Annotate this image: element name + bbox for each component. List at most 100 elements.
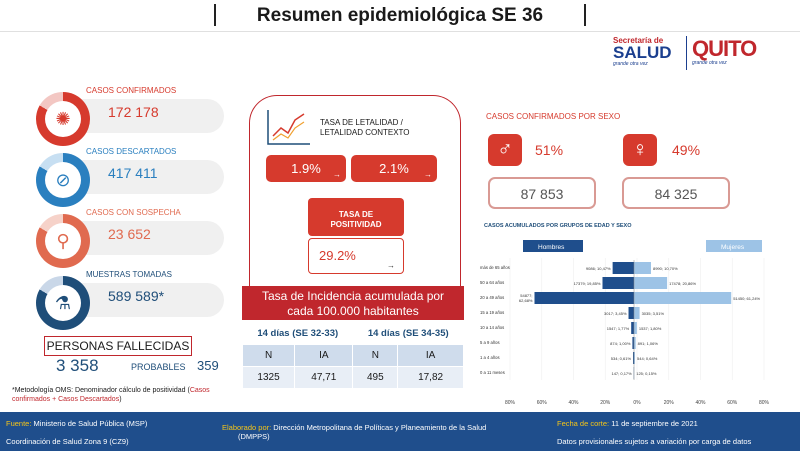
letalidad-value: 1.9%	[291, 161, 321, 176]
kpi-pill	[64, 160, 224, 194]
kpi-sospecha: ⚲ CASOS CON SOSPECHA 23 652	[36, 208, 246, 270]
kpi-value: 23 652	[108, 226, 151, 242]
bar-hombres	[633, 352, 634, 364]
kpi-value: 417 411	[108, 165, 158, 181]
logo-separator	[686, 36, 687, 70]
incidencia-subheader: IA	[397, 344, 464, 367]
letalidad-tile: 1.9% →	[266, 155, 346, 182]
trend-arrow-icon: →	[333, 170, 341, 179]
category-label: 1 a 4 años	[480, 355, 500, 360]
coordinacion-text: Coordinación de Salud Zona 9 (CZ9)	[6, 437, 129, 446]
data-label-mujeres: 1537; 1,80%	[639, 326, 662, 331]
elaborado-label: Elaborado por:	[222, 423, 272, 432]
legend-hombres: Hombres	[538, 244, 565, 251]
data-label-hombres: 3017; 3,45%	[604, 311, 627, 316]
x-tick-label: 60%	[537, 400, 548, 406]
incidencia-value: 495	[352, 366, 399, 389]
letalidad-contexto-tile: 2.1% →	[351, 155, 437, 182]
kpi-label: CASOS CON SOSPECHA	[86, 208, 181, 217]
incidencia-header-cell: 14 días (SE 32-33)	[241, 322, 354, 345]
data-label-hombres: 874; 1,00%	[610, 341, 631, 346]
bar-hombres	[631, 322, 634, 334]
kpi-ring: ✺	[36, 92, 90, 146]
category-label: 15 a 19 años	[480, 310, 504, 315]
kpi-pill	[64, 283, 224, 317]
incidencia-value: 47,71	[294, 366, 354, 389]
incidencia-value: 17,82	[397, 366, 464, 389]
male-count-box: 87 853	[488, 177, 596, 209]
fallecidos-label: PERSONAS FALLECIDAS	[46, 339, 190, 353]
data-label-mujeres: 3035; 3,51%	[642, 311, 665, 316]
positividad-tile: TASA DE POSITIVIDAD	[308, 198, 404, 236]
kpi-pill	[64, 99, 224, 133]
fallecidos-box: PERSONAS FALLECIDAS	[44, 336, 192, 356]
bar-mujeres	[634, 337, 636, 349]
line-chart-icon	[267, 110, 310, 145]
methodology-note: *Metodología OMS: Denominador cálculo de…	[12, 387, 210, 403]
data-label-mujeres: 51450; 61,24%	[733, 296, 760, 301]
probables-label: PROBABLES	[131, 362, 186, 372]
category-label: 50 a 64 años	[480, 280, 504, 285]
bar-hombres	[602, 277, 634, 289]
kpi-ring: ⚲	[36, 214, 90, 268]
bar-hombres	[628, 307, 634, 319]
kpi-ring: ⊘	[36, 153, 90, 207]
incidencia-header: Tasa de Incidencia acumulada por cada 10…	[242, 286, 464, 320]
category-label: más de 65 años	[480, 265, 510, 270]
incidencia-subheader: IA	[294, 344, 354, 367]
fuente-label: Fuente:	[6, 419, 32, 428]
page-title: Resumen epidemiológica SE 36	[256, 5, 544, 26]
corte-value: 11 de septiembre de 2021	[611, 419, 698, 428]
bar-mujeres	[634, 292, 732, 304]
male-count: 87 853	[520, 186, 564, 202]
kpi-descartados: ⊘ CASOS DESCARTADOS 417 411	[36, 147, 246, 209]
kpi-label: CASOS CONFIRMADOS	[86, 86, 177, 95]
category-label: 20 a 49 años	[480, 295, 504, 300]
data-label-hombres: 534; 0,61%	[611, 356, 632, 361]
male-pct: 51%	[535, 142, 564, 158]
fallecidos-value: 3 358	[56, 356, 99, 375]
elaborado-value: Dirección Metropolitana de Políticas y P…	[273, 423, 487, 432]
footer: Fuente: Ministerio de Salud Pública (MSP…	[0, 412, 800, 451]
category-label: 5 a 9 años	[480, 340, 500, 345]
kpi-pill	[64, 221, 224, 255]
bar-hombres	[612, 262, 634, 274]
bar-mujeres	[634, 277, 668, 289]
x-tick-label: 80%	[505, 400, 516, 406]
x-tick-label: 20%	[600, 400, 611, 406]
female-count: 84 325	[654, 186, 698, 202]
data-label-mujeres: 17478; 20,86%	[669, 281, 696, 286]
fuente-value: Ministerio de Salud Pública (MSP)	[33, 419, 148, 428]
kpi-confirmados: ✺ CASOS CONFIRMADOS 172 178	[36, 86, 246, 148]
bar-mujeres	[634, 262, 651, 274]
male-icon: ♂	[488, 134, 522, 166]
corte-label: Fecha de corte:	[557, 419, 610, 428]
data-label-mujeres: 8990; 10,70%	[653, 266, 678, 271]
data-label-hombres: 17379; 19,85%	[574, 281, 601, 286]
data-label-hombres: 1547; 1,77%	[607, 326, 630, 331]
incidencia-header-cell: 14 días (SE 34-35)	[352, 322, 464, 345]
bar-mujeres	[634, 322, 637, 334]
salud-logo-tag: grande otra vez	[613, 61, 648, 67]
female-icon: ♀	[623, 134, 657, 166]
x-tick-label: 40%	[568, 400, 579, 406]
elaborado-value2: (DMPPS)	[238, 432, 270, 441]
x-tick-label: 80%	[759, 400, 770, 406]
bar-hombres	[632, 337, 634, 349]
x-tick-label: 60%	[727, 400, 738, 406]
incidencia-subheader: N	[241, 344, 296, 367]
x-tick-label: 0%	[633, 400, 641, 406]
positividad-value: 29.2%	[319, 248, 356, 263]
incidencia-value: 1325	[241, 366, 296, 389]
kpi-ring: ⚗	[36, 276, 90, 330]
quito-logo: QUITO grande otra vez	[692, 38, 772, 72]
test-tube-icon: ⚗	[54, 293, 72, 313]
x-tick-label: 20%	[664, 400, 675, 406]
virus-crossed-icon: ⊘	[55, 170, 71, 190]
sexo-title: CASOS CONFIRMADOS POR SEXO	[486, 112, 621, 121]
letalidad-title: TASA DE LETALIDAD / LETALIDAD CONTEXTO	[320, 118, 410, 137]
female-count-box: 84 325	[622, 177, 730, 209]
title-divider-right	[584, 4, 586, 26]
incidencia-table: 14 días (SE 32-33) 14 días (SE 34-35) N …	[241, 322, 464, 389]
data-label-hombres: 62,68%	[519, 298, 533, 303]
